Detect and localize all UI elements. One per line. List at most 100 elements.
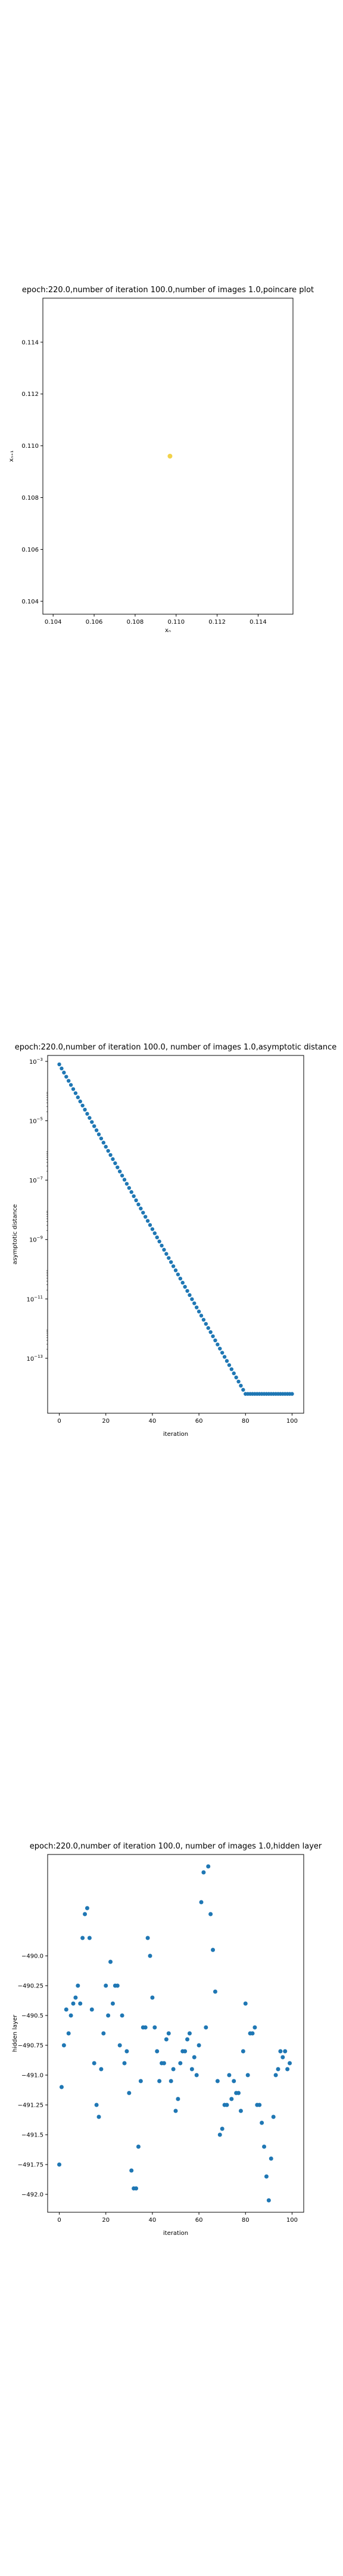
data-point bbox=[217, 2132, 222, 2137]
data-point bbox=[124, 2049, 129, 2054]
y-tick-label: −491.5 bbox=[21, 2132, 43, 2139]
data-point bbox=[169, 2079, 173, 2083]
data-point bbox=[57, 1062, 61, 1067]
data-point bbox=[239, 1383, 243, 1388]
plot-frame bbox=[47, 1055, 304, 1414]
data-point bbox=[83, 1107, 87, 1112]
data-point bbox=[92, 1124, 96, 1128]
data-point bbox=[145, 1936, 150, 1940]
x-tick-label: 40 bbox=[149, 2217, 157, 2224]
data-point bbox=[164, 1252, 169, 1256]
data-point bbox=[229, 1367, 234, 1371]
data-point bbox=[171, 2067, 176, 2072]
data-point bbox=[257, 2103, 262, 2107]
data-point bbox=[96, 2114, 101, 2119]
data-point bbox=[189, 2067, 194, 2072]
x-tick-label: 0.112 bbox=[208, 619, 226, 626]
data-point bbox=[99, 2067, 104, 2072]
y-axis-label: hidden layer bbox=[12, 2014, 18, 2052]
data-point bbox=[101, 2031, 106, 2036]
chart-title: epoch:220.0,number of iteration 100.0, n… bbox=[30, 1842, 322, 1851]
data-point bbox=[204, 2025, 208, 2030]
data-point bbox=[148, 1223, 152, 1227]
data-point bbox=[129, 1190, 133, 1194]
data-point bbox=[111, 1157, 115, 1162]
data-point bbox=[201, 1870, 206, 1875]
data-point bbox=[206, 1326, 210, 1330]
data-point bbox=[71, 1087, 76, 1091]
data-point bbox=[220, 1351, 224, 1355]
data-point bbox=[241, 2049, 245, 2054]
x-tick-label: 0.108 bbox=[127, 619, 144, 626]
data-point bbox=[218, 1346, 222, 1351]
data-point bbox=[227, 1363, 232, 1367]
data-point bbox=[192, 2055, 197, 2060]
data-point bbox=[73, 1995, 78, 2000]
poincare-plot-svg: epoch:220.0,number of iteration 100.0,nu… bbox=[8, 286, 314, 634]
y-tick-label: 0.104 bbox=[21, 599, 39, 605]
data-point bbox=[264, 2174, 269, 2179]
data-point bbox=[108, 1959, 113, 1964]
data-point bbox=[124, 1182, 129, 1186]
data-point bbox=[85, 1906, 89, 1911]
data-point bbox=[150, 1995, 155, 2000]
y-tick-label: 10−13 bbox=[26, 1354, 43, 1363]
data-point bbox=[288, 2061, 292, 2066]
data-point bbox=[194, 1305, 199, 1309]
x-axis-label: xₙ bbox=[165, 627, 171, 634]
x-tick-label: 0 bbox=[57, 1418, 61, 1425]
data-point bbox=[197, 1309, 201, 1314]
data-point bbox=[139, 1206, 143, 1210]
data-point bbox=[127, 1185, 132, 1190]
data-point bbox=[208, 1330, 213, 1335]
data-point bbox=[216, 1342, 220, 1346]
data-point bbox=[278, 2049, 283, 2054]
data-point bbox=[104, 1144, 108, 1149]
x-tick-label: 40 bbox=[149, 1418, 157, 1425]
x-axis-label: iteration bbox=[163, 2230, 188, 2237]
chart-title: epoch:220.0,number of iteration 100.0, n… bbox=[15, 1043, 337, 1052]
data-point bbox=[89, 2007, 94, 2012]
x-tick-label: 0.110 bbox=[167, 619, 185, 626]
data-point bbox=[192, 1301, 197, 1305]
data-point bbox=[94, 2103, 99, 2107]
data-point bbox=[134, 2186, 139, 2191]
data-point bbox=[143, 2025, 148, 2030]
data-point bbox=[136, 2144, 141, 2149]
y-tick-label: 0.106 bbox=[21, 547, 39, 553]
data-point bbox=[220, 2126, 224, 2131]
data-point bbox=[271, 2114, 276, 2119]
data-point bbox=[150, 1227, 155, 1231]
data-point bbox=[201, 1318, 206, 1322]
data-point bbox=[176, 1272, 180, 1277]
data-point bbox=[157, 1239, 161, 1244]
y-tick-label: −490.75 bbox=[18, 2043, 43, 2049]
hidden-layer-plot-svg: epoch:220.0,number of iteration 100.0, n… bbox=[12, 1842, 322, 2237]
y-tick-label: 10−3 bbox=[29, 1057, 43, 1066]
data-point bbox=[160, 1243, 164, 1248]
data-point bbox=[199, 1314, 204, 1318]
data-point bbox=[141, 1210, 145, 1215]
data-point bbox=[134, 1198, 138, 1203]
data-point bbox=[236, 2091, 241, 2095]
data-point bbox=[222, 1355, 227, 1359]
data-point bbox=[290, 1392, 294, 1396]
data-point bbox=[167, 1256, 171, 1260]
data-point bbox=[285, 2067, 290, 2072]
data-point bbox=[88, 1116, 92, 1120]
data-point bbox=[183, 1284, 187, 1289]
data-point bbox=[224, 1359, 229, 1363]
data-point bbox=[76, 1095, 80, 1100]
x-axis-label: iteration bbox=[163, 1431, 188, 1438]
y-tick-label: 10−5 bbox=[29, 1117, 43, 1125]
data-point bbox=[104, 1983, 108, 1988]
data-point bbox=[161, 2061, 166, 2066]
y-tick-label: −491.75 bbox=[18, 2162, 43, 2169]
data-point bbox=[232, 1371, 236, 1376]
y-tick-label: 0.108 bbox=[21, 495, 39, 501]
data-point bbox=[169, 1260, 173, 1264]
asymptotic-distance-plot-svg: epoch:220.0,number of iteration 100.0, n… bbox=[12, 1043, 337, 1438]
data-point bbox=[180, 1280, 185, 1285]
data-point bbox=[66, 1079, 71, 1083]
data-point bbox=[211, 1334, 215, 1339]
